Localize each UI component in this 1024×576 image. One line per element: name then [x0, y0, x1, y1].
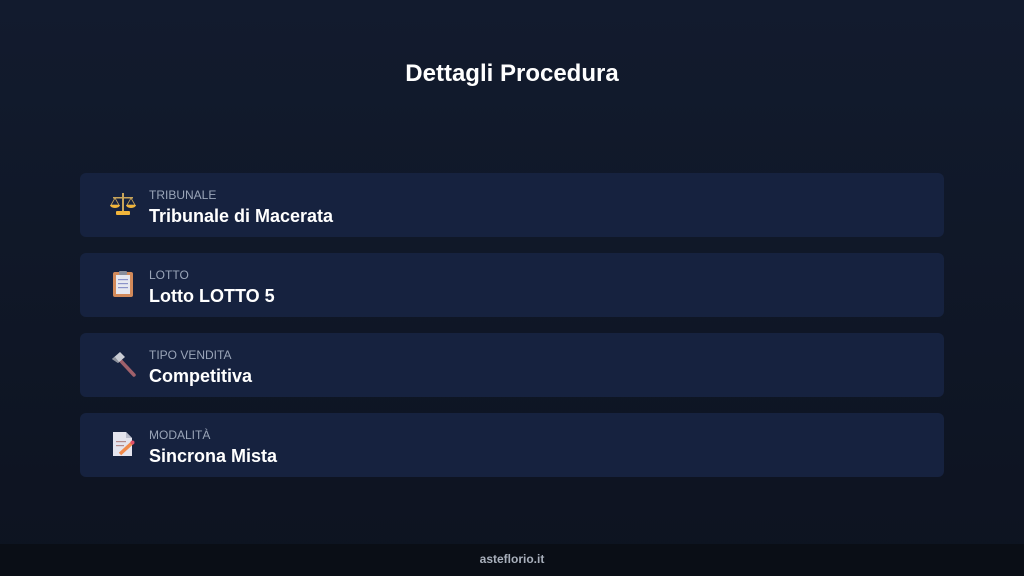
- hammer-icon: [112, 352, 136, 377]
- clipboard-icon: [113, 271, 133, 297]
- detail-value: Competitiva: [149, 366, 253, 386]
- details-list: TRIBUNALE Tribunale di Macerata LOTTO Lo…: [80, 173, 944, 493]
- footer-site-link[interactable]: asteflorio.it: [479, 552, 545, 566]
- detail-label: LOTTO: [149, 268, 189, 282]
- detail-label: TIPO VENDITA: [149, 348, 232, 362]
- detail-value: Tribunale di Macerata: [149, 206, 334, 226]
- detail-label: TRIBUNALE: [149, 188, 217, 202]
- detail-card-lotto: LOTTO Lotto LOTTO 5: [80, 253, 944, 317]
- detail-card-tipo-vendita: TIPO VENDITA Competitiva: [80, 333, 944, 397]
- detail-card-tribunale: TRIBUNALE Tribunale di Macerata: [80, 173, 944, 237]
- memo-icon: [113, 432, 135, 456]
- detail-value: Lotto LOTTO 5: [149, 286, 275, 306]
- detail-card-modalita: MODALITÀ Sincrona Mista: [80, 413, 944, 477]
- footer: asteflorio.it: [0, 544, 1024, 576]
- scales-icon: [110, 193, 136, 215]
- page-title: Dettagli Procedura: [405, 60, 619, 87]
- detail-value: Sincrona Mista: [149, 446, 278, 466]
- detail-label: MODALITÀ: [149, 428, 211, 442]
